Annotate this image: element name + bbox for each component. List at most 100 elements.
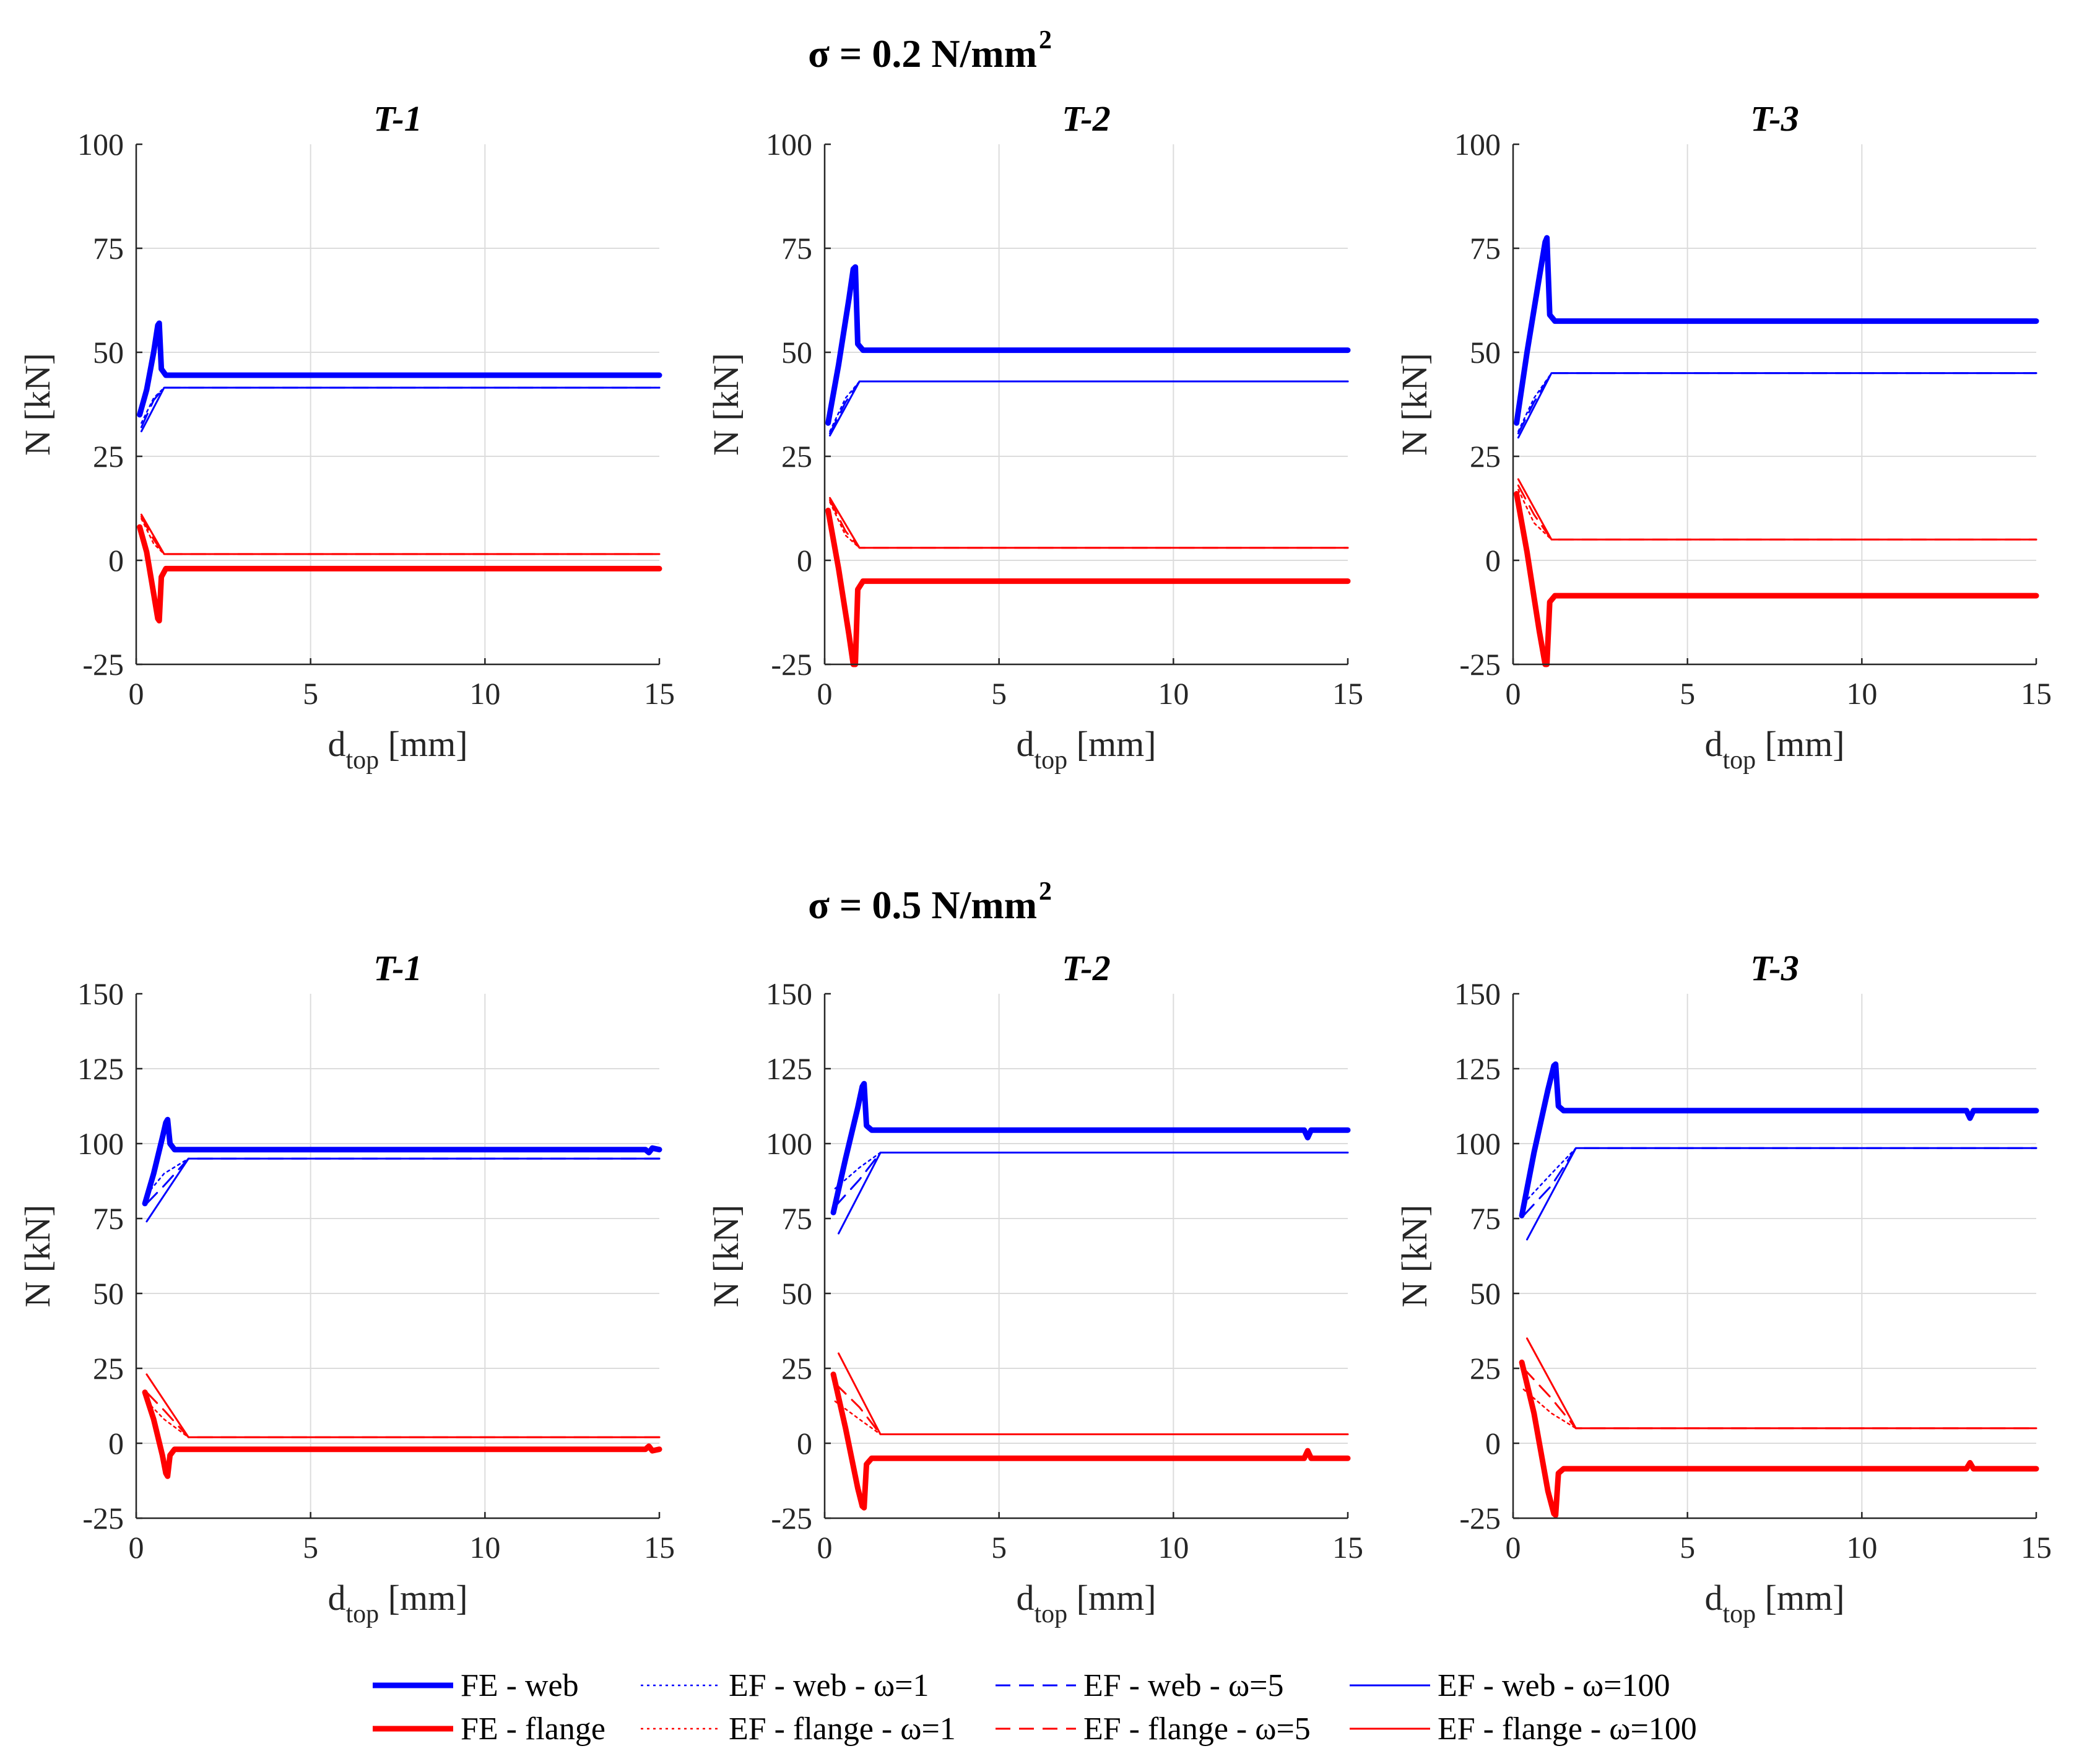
series-line-ef-flange-100 bbox=[829, 497, 1349, 549]
legend-label: EF - web - ω=1 bbox=[729, 1668, 929, 1703]
y-tick-label: 0 bbox=[1485, 543, 1501, 578]
legend-entry: FE - flange bbox=[373, 1711, 605, 1747]
x-tick-label: 15 bbox=[2021, 1530, 2052, 1565]
series-line-fe-flange bbox=[137, 524, 662, 623]
x-tick-label: 10 bbox=[469, 676, 500, 711]
y-tick-label: 125 bbox=[766, 1051, 812, 1086]
y-tick-label: 25 bbox=[93, 1351, 124, 1386]
group-title-1-exp: 2 bbox=[1039, 26, 1052, 54]
y-tick-label: 75 bbox=[93, 231, 124, 266]
series-line-ef-web-5 bbox=[834, 1152, 1349, 1208]
y-tick-label: 50 bbox=[781, 1276, 812, 1311]
x-tick-label: 10 bbox=[1158, 1530, 1189, 1565]
y-tick-label: -25 bbox=[82, 1501, 124, 1536]
y-tick-label: 100 bbox=[1454, 127, 1501, 162]
y-tick-label: 100 bbox=[766, 127, 812, 162]
y-tick-label: 125 bbox=[77, 1051, 124, 1086]
y-axis-label: N [kN] bbox=[1394, 353, 1434, 456]
y-tick-label: -25 bbox=[1459, 647, 1501, 682]
y-axis-label: N [kN] bbox=[17, 1205, 58, 1308]
legend-entry: EF - flange - ω=1 bbox=[641, 1711, 956, 1747]
group-title-2-text: σ = 0.5 N/mm bbox=[808, 883, 1037, 927]
series-line-ef-flange-100 bbox=[1526, 1337, 2037, 1430]
y-axis-label: N [kN] bbox=[1394, 1205, 1434, 1308]
x-axis-label: dtop [mm] bbox=[1016, 724, 1156, 775]
panel-title: T-3 bbox=[1750, 98, 1798, 139]
y-tick-label: 75 bbox=[1470, 231, 1501, 266]
y-tick-label: 150 bbox=[766, 976, 812, 1011]
y-axis-label: N [kN] bbox=[706, 353, 746, 456]
legend-label: FE - web bbox=[461, 1668, 579, 1703]
y-tick-label: 0 bbox=[1485, 1426, 1501, 1461]
y-tick-label: 50 bbox=[1470, 335, 1501, 370]
y-tick-label: 125 bbox=[1454, 1051, 1501, 1086]
y-tick-label: 50 bbox=[93, 335, 124, 370]
x-tick-label: 0 bbox=[129, 676, 144, 711]
panel-title: T-1 bbox=[373, 98, 422, 139]
y-tick-label: 100 bbox=[766, 1126, 812, 1161]
y-tick-label: 50 bbox=[1470, 1276, 1501, 1311]
x-tick-label: 10 bbox=[1846, 676, 1877, 711]
x-axis-label: dtop [mm] bbox=[1704, 1578, 1844, 1628]
y-tick-label: 50 bbox=[93, 1276, 124, 1311]
series-line-fe-flange bbox=[142, 1389, 662, 1479]
series-group bbox=[142, 1116, 662, 1479]
x-tick-label: 15 bbox=[1332, 676, 1363, 711]
plot-area bbox=[825, 994, 1348, 1518]
panel-title: T-2 bbox=[1062, 98, 1110, 139]
x-tick-label: 0 bbox=[817, 676, 833, 711]
legend-label: EF - web - ω=5 bbox=[1083, 1668, 1284, 1703]
y-tick-label: 0 bbox=[797, 1426, 812, 1461]
y-axis-label: N [kN] bbox=[17, 353, 58, 456]
legend-label: FE - flange bbox=[461, 1711, 605, 1747]
y-tick-label: 25 bbox=[781, 439, 812, 474]
series-line-fe-web bbox=[1519, 1061, 2039, 1219]
series-line-ef-flange-100 bbox=[1517, 478, 2037, 541]
y-tick-label: -25 bbox=[771, 1501, 812, 1536]
series-line-fe-web bbox=[142, 1116, 662, 1207]
group-title-1: σ = 0.2 N/mm 2 bbox=[808, 26, 1052, 76]
panel-title: T-1 bbox=[373, 948, 422, 988]
legend: FE - web FE - flange EF - web - ω=1 EF - fl… bbox=[373, 1668, 1697, 1747]
plot-area bbox=[825, 144, 1348, 664]
plot-area bbox=[1513, 994, 2036, 1518]
series-line-fe-web bbox=[1514, 235, 2039, 426]
legend-label: EF - web - ω=100 bbox=[1438, 1668, 1670, 1703]
series-group bbox=[1514, 235, 2039, 667]
y-tick-label: -25 bbox=[771, 647, 812, 682]
plot-area bbox=[1513, 144, 2036, 664]
y-tick-label: -25 bbox=[82, 647, 124, 682]
panel-title: T-2 bbox=[1062, 948, 1110, 988]
plot-area bbox=[136, 144, 659, 664]
series-group bbox=[830, 1080, 1351, 1511]
legend-entry: EF - web - ω=100 bbox=[1350, 1668, 1670, 1703]
x-axis-label: dtop [mm] bbox=[328, 724, 467, 775]
series-line-ef-flange-5 bbox=[834, 1382, 1349, 1435]
y-tick-label: 25 bbox=[1470, 439, 1501, 474]
x-tick-label: 5 bbox=[1680, 676, 1695, 711]
y-tick-label: 100 bbox=[77, 1126, 124, 1161]
y-tick-label: 150 bbox=[1454, 976, 1501, 1011]
series-group bbox=[137, 320, 662, 623]
series-line-ef-web-100 bbox=[1526, 1147, 2037, 1241]
y-tick-label: 25 bbox=[93, 439, 124, 474]
x-tick-label: 0 bbox=[1506, 1530, 1521, 1565]
x-tick-label: 15 bbox=[644, 676, 675, 711]
group-title-2-exp: 2 bbox=[1039, 877, 1052, 906]
y-tick-label: 0 bbox=[108, 543, 124, 578]
x-axis-label: dtop [mm] bbox=[328, 1578, 467, 1628]
series-line-ef-web-100 bbox=[838, 1152, 1349, 1235]
legend-label: EF - flange - ω=100 bbox=[1438, 1711, 1697, 1747]
y-tick-label: 75 bbox=[1470, 1201, 1501, 1236]
y-tick-label: 150 bbox=[77, 976, 124, 1011]
series-line-ef-web-100 bbox=[145, 1157, 661, 1223]
x-tick-label: 5 bbox=[303, 1530, 318, 1565]
x-axis-label: dtop [mm] bbox=[1016, 1578, 1156, 1628]
legend-label: EF - flange - ω=5 bbox=[1083, 1711, 1311, 1747]
series-line-ef-flange-100 bbox=[140, 513, 661, 555]
